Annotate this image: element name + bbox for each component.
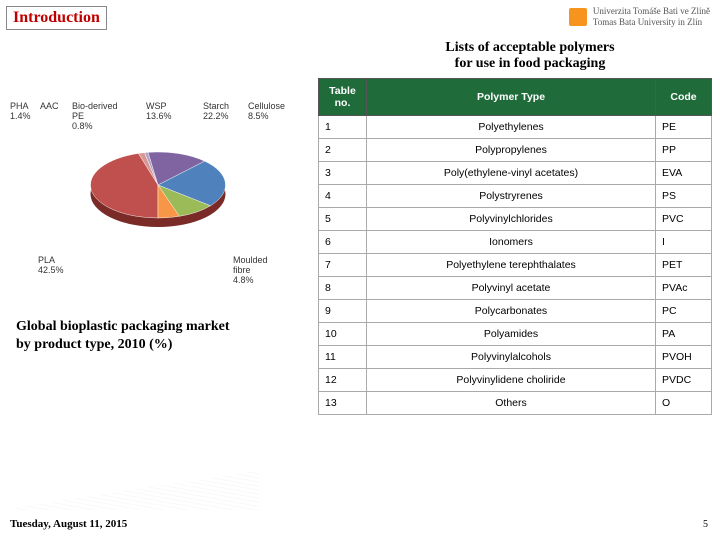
table-cell: 3 bbox=[319, 162, 367, 185]
table-row: 2PolypropylenesPP bbox=[319, 139, 712, 162]
table-cell: I bbox=[656, 231, 712, 254]
table-subtitle: Lists of acceptable polymers for use in … bbox=[340, 40, 720, 72]
table-cell: Polyvinylidene choliride bbox=[367, 369, 656, 392]
chart-label: PLA42.5% bbox=[38, 256, 64, 276]
table-cell: Polyethylenes bbox=[367, 116, 656, 139]
table-row: 11PolyvinylalcoholsPVOH bbox=[319, 346, 712, 369]
table-row: 6IonomersI bbox=[319, 231, 712, 254]
table-cell: 1 bbox=[319, 116, 367, 139]
table-cell: EVA bbox=[656, 162, 712, 185]
page-number: 5 bbox=[703, 519, 708, 530]
table-cell: Polyvinyl acetate bbox=[367, 277, 656, 300]
table-row: 10PolyamidesPA bbox=[319, 323, 712, 346]
chart-label: WSP13.6% bbox=[146, 102, 172, 122]
table-cell: 5 bbox=[319, 208, 367, 231]
table-cell: Polycarbonates bbox=[367, 300, 656, 323]
table-cell: O bbox=[656, 392, 712, 415]
table-header-cell: Polymer Type bbox=[367, 79, 656, 116]
chart-label: Bio-derivedPE0.8% bbox=[72, 102, 118, 132]
table-cell: Polyvinylalcohols bbox=[367, 346, 656, 369]
table-cell: Polyvinylchlorides bbox=[367, 208, 656, 231]
uni-line1: Univerzita Tomáše Bati ve Zlíně bbox=[593, 6, 710, 17]
table-cell: PVOH bbox=[656, 346, 712, 369]
table-cell: PVC bbox=[656, 208, 712, 231]
chart-label: Cellulose8.5% bbox=[248, 102, 285, 122]
chart-label: Mouldedfibre4.8% bbox=[233, 256, 268, 286]
page-title: Introduction bbox=[6, 6, 107, 30]
polymer-table: Table no.Polymer TypeCode 1Polyethylenes… bbox=[318, 78, 712, 415]
table-row: 5PolyvinylchloridesPVC bbox=[319, 208, 712, 231]
table-cell: Polystryrenes bbox=[367, 185, 656, 208]
table-cell: PVDC bbox=[656, 369, 712, 392]
university-logo: Univerzita Tomáše Bati ve Zlíně Tomas Ba… bbox=[569, 6, 710, 28]
table-cell: 12 bbox=[319, 369, 367, 392]
table-row: 4PolystryrenesPS bbox=[319, 185, 712, 208]
table-cell: 9 bbox=[319, 300, 367, 323]
chart-caption: Global bioplastic packaging market by pr… bbox=[8, 318, 308, 354]
table-header-cell: Code bbox=[656, 79, 712, 116]
table-body: 1PolyethylenesPE2PolypropylenesPP3Poly(e… bbox=[319, 116, 712, 415]
chart-label: AAC bbox=[40, 102, 59, 112]
table-cell: 4 bbox=[319, 185, 367, 208]
university-name: Univerzita Tomáše Bati ve Zlíně Tomas Ba… bbox=[593, 6, 710, 28]
table-cell: 6 bbox=[319, 231, 367, 254]
table-cell: PE bbox=[656, 116, 712, 139]
table-row: 13OthersO bbox=[319, 392, 712, 415]
table-cell: Polyamides bbox=[367, 323, 656, 346]
subtitle-l1: Lists of acceptable polymers bbox=[340, 40, 720, 56]
table-cell: PC bbox=[656, 300, 712, 323]
header: Introduction Univerzita Tomáše Bati ve Z… bbox=[0, 0, 720, 34]
table-cell: Poly(ethylene-vinyl acetates) bbox=[367, 162, 656, 185]
logo-icon bbox=[569, 8, 587, 26]
table-cell: PET bbox=[656, 254, 712, 277]
table-cell: 7 bbox=[319, 254, 367, 277]
table-row: 12Polyvinylidene choliridePVDC bbox=[319, 369, 712, 392]
table-cell: PS bbox=[656, 185, 712, 208]
table-row: 9PolycarbonatesPC bbox=[319, 300, 712, 323]
chart-panel: PLA42.5% PHA1.4% AAC Bio-derivedPE0.8% WSP13… bbox=[8, 78, 308, 415]
table-cell: 13 bbox=[319, 392, 367, 415]
uni-line2: Tomas Bata University in Zlín bbox=[593, 17, 710, 28]
table-cell: Polyethylene terephthalates bbox=[367, 254, 656, 277]
chart-label: PHA1.4% bbox=[10, 102, 31, 122]
table-cell: 8 bbox=[319, 277, 367, 300]
table-row: 8Polyvinyl acetatePVAc bbox=[319, 277, 712, 300]
table-cell: PA bbox=[656, 323, 712, 346]
chart-label: Starch22.2% bbox=[203, 102, 229, 122]
table-panel: Table no.Polymer TypeCode 1Polyethylenes… bbox=[318, 78, 712, 415]
table-header-row: Table no.Polymer TypeCode bbox=[319, 79, 712, 116]
content-area: PLA42.5% PHA1.4% AAC Bio-derivedPE0.8% WSP13… bbox=[0, 78, 720, 415]
table-cell: Ionomers bbox=[367, 231, 656, 254]
table-cell: 11 bbox=[319, 346, 367, 369]
pie-chart: PLA42.5% PHA1.4% AAC Bio-derivedPE0.8% WSP13… bbox=[8, 88, 308, 288]
caption-l2: by product type, 2010 (%) bbox=[16, 336, 308, 354]
caption-l1: Global bioplastic packaging market bbox=[16, 318, 308, 336]
table-cell: 2 bbox=[319, 139, 367, 162]
subtitle-l2: for use in food packaging bbox=[340, 56, 720, 72]
decorative-lines bbox=[0, 470, 260, 510]
table-cell: 10 bbox=[319, 323, 367, 346]
table-cell: PP bbox=[656, 139, 712, 162]
pie-svg bbox=[83, 143, 233, 233]
table-header-cell: Table no. bbox=[319, 79, 367, 116]
table-row: 1PolyethylenesPE bbox=[319, 116, 712, 139]
table-cell: Polypropylenes bbox=[367, 139, 656, 162]
footer-date: Tuesday, August 11, 2015 bbox=[10, 518, 127, 530]
table-row: 7Polyethylene terephthalatesPET bbox=[319, 254, 712, 277]
table-cell: Others bbox=[367, 392, 656, 415]
table-cell: PVAc bbox=[656, 277, 712, 300]
table-row: 3Poly(ethylene-vinyl acetates)EVA bbox=[319, 162, 712, 185]
